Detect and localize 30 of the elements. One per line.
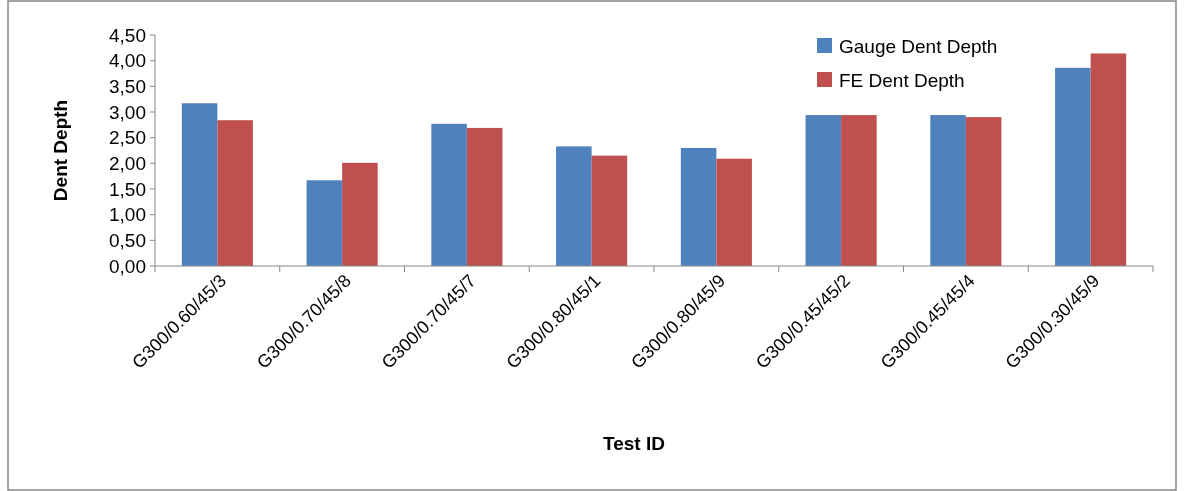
legend-label: Gauge Dent Depth	[839, 35, 998, 57]
y-tick-label: 4,50	[109, 24, 146, 46]
legend-label: FE Dent Depth	[839, 69, 965, 91]
bar	[591, 155, 628, 266]
bar	[181, 103, 218, 266]
y-tick-label: 2,50	[109, 127, 146, 149]
bar	[556, 146, 592, 266]
y-tick-label: 3,50	[109, 75, 146, 97]
y-axis-title: Dent Depth	[50, 99, 71, 202]
bar	[217, 120, 253, 266]
bar	[680, 147, 717, 266]
bar	[1055, 67, 1091, 266]
x-axis-title: Test ID	[603, 433, 665, 454]
bar	[466, 127, 503, 266]
bar	[965, 117, 1002, 266]
bar	[930, 115, 966, 266]
y-tick-label: 0,00	[109, 255, 146, 277]
bar	[342, 162, 378, 266]
bar	[1090, 53, 1127, 266]
bar	[431, 123, 467, 266]
y-tick-label: 0,50	[109, 229, 146, 251]
y-tick-label: 3,00	[109, 101, 146, 123]
y-tick-label: 1,50	[109, 178, 146, 200]
bar	[716, 158, 752, 266]
bar	[805, 115, 842, 266]
y-tick-label: 4,00	[109, 50, 146, 72]
y-tick-label: 2,00	[109, 152, 146, 174]
bar	[306, 180, 343, 266]
bar	[841, 115, 877, 266]
y-tick-label: 1,00	[109, 204, 146, 226]
